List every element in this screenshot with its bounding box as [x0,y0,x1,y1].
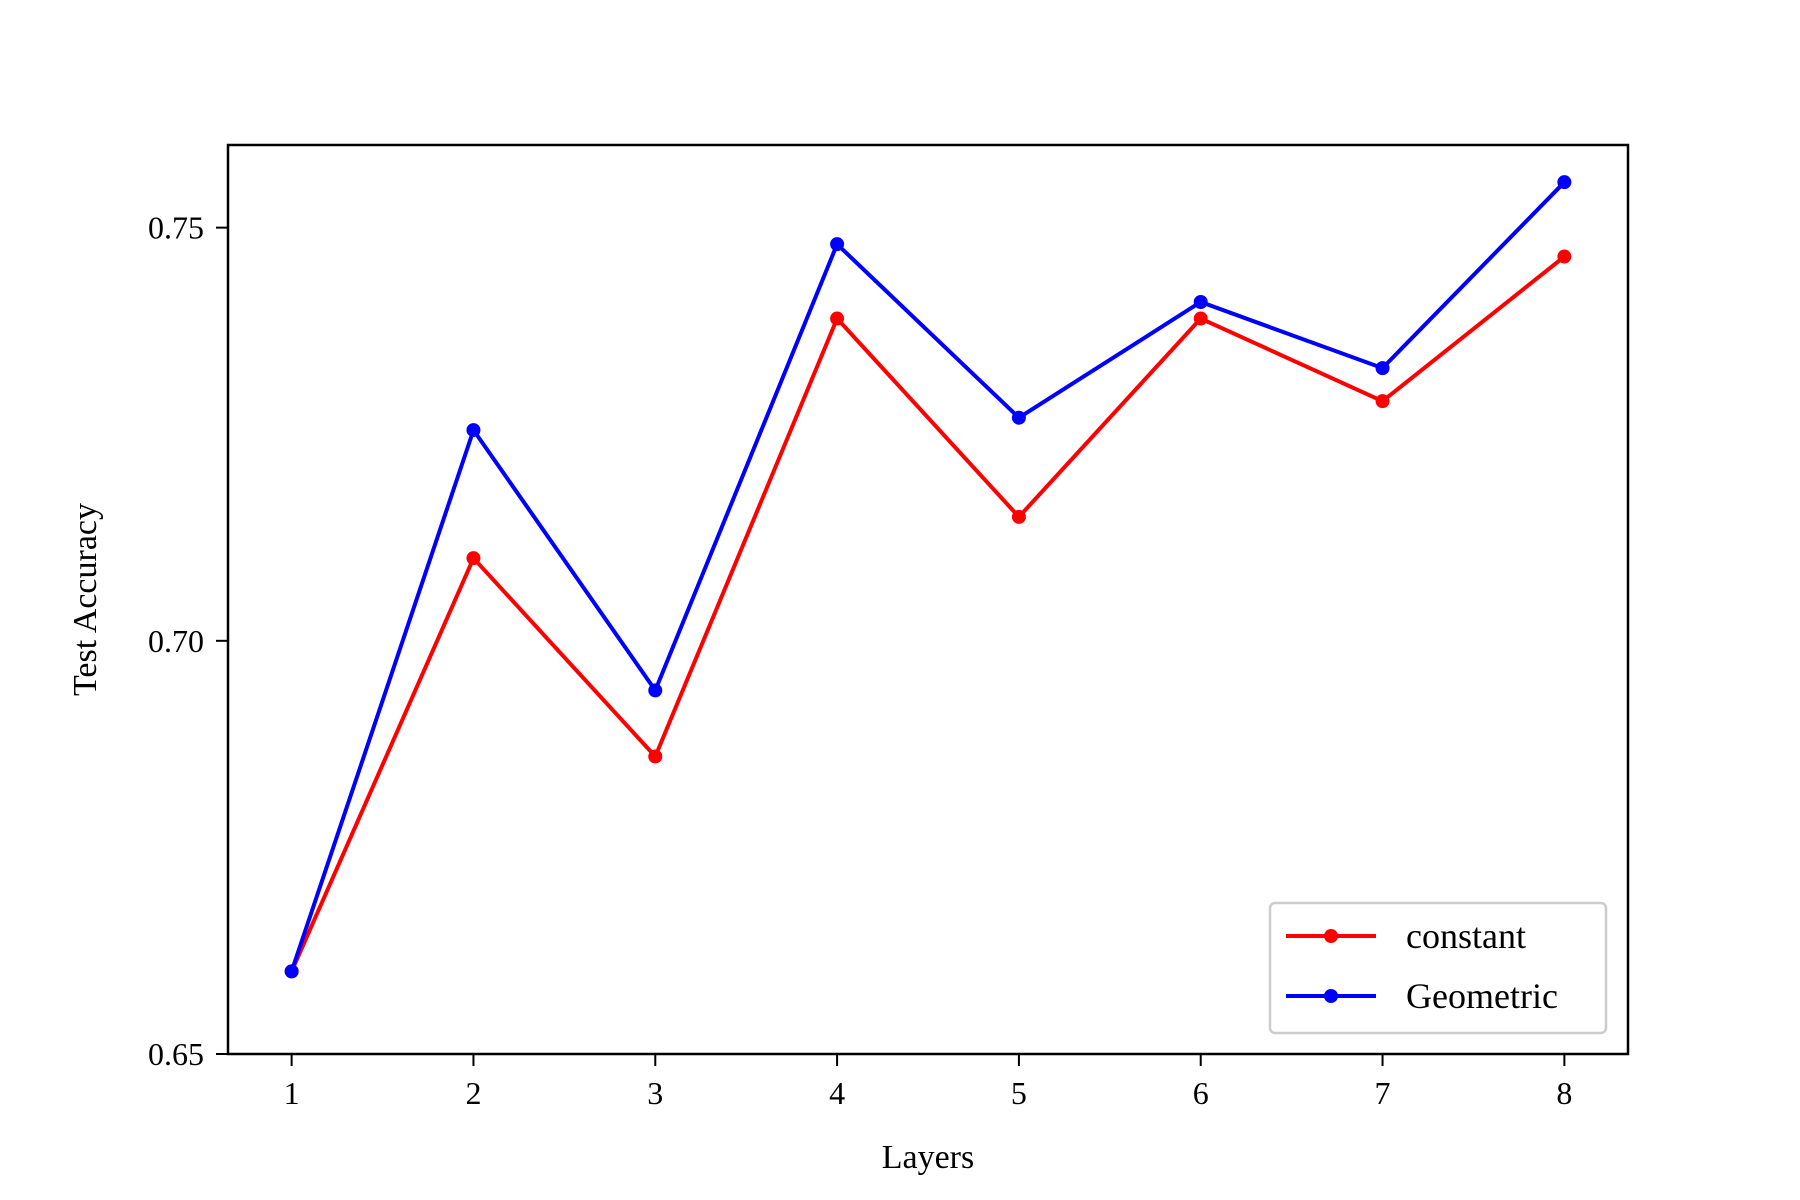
legend-label-Geometric: Geometric [1406,976,1558,1016]
y-axis-label: Test Accuracy [67,503,104,696]
plot-area [284,175,1572,979]
data-point-Geometric-1 [284,964,299,979]
series-line-constant [289,255,1566,973]
x-tick-label: 7 [1375,1075,1391,1111]
y-tick-label: 0.70 [148,623,204,659]
x-tick-label: 2 [465,1075,481,1111]
x-tick-label: 6 [1193,1075,1209,1111]
data-point-constant-5 [1011,509,1026,524]
data-point-Geometric-3 [648,683,663,698]
series-line-Geometric [289,180,1566,973]
data-point-constant-6 [1193,311,1208,326]
data-point-Geometric-7 [1375,361,1390,376]
data-point-Geometric-4 [830,237,845,252]
y-tick-label: 0.65 [148,1036,204,1072]
axes: 1 2 3 4 5 6 7 8 0.65 0.70 0.75 [148,143,1630,1111]
data-point-constant-3 [648,749,663,764]
data-point-Geometric-2 [466,423,481,438]
data-point-constant-8 [1557,249,1572,264]
x-axis-label: Layers [882,1139,975,1176]
data-point-constant-4 [830,311,845,326]
y-tick-label: 0.75 [148,210,204,246]
data-point-constant-7 [1375,394,1390,409]
axes-frame [226,143,1630,1056]
data-point-Geometric-6 [1193,295,1208,310]
legend-marker-Geometric [1324,989,1338,1003]
x-tick-label: 8 [1556,1075,1572,1111]
data-point-Geometric-5 [1011,410,1026,425]
data-point-constant-2 [466,551,481,566]
data-point-Geometric-8 [1557,175,1572,190]
x-tick-label: 5 [1011,1075,1027,1111]
legend-label-constant: constant [1406,916,1526,956]
x-tick-label: 1 [284,1075,300,1111]
x-tick-label: 4 [829,1075,845,1111]
x-tick-label: 3 [647,1075,663,1111]
legend: constant Geometric [1268,901,1608,1035]
legend-marker-constant [1324,929,1338,943]
